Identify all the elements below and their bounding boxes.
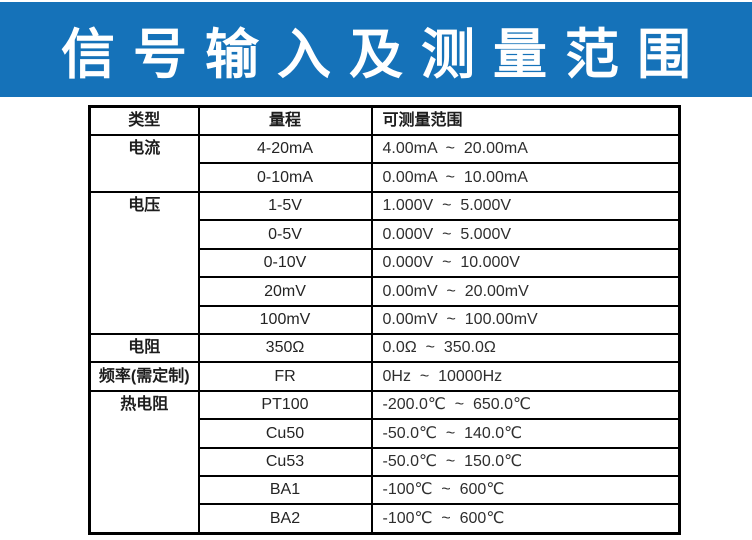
range-cell: 4-20mA	[197, 133, 373, 165]
signal-table-body: 电流 4-20mA 4.00mA ~ 20.00mA 0-10mA 0.00mA ~ 1…	[88, 133, 681, 535]
range-cell: 1-5V	[197, 190, 373, 222]
type-cell: 热电阻	[88, 389, 200, 535]
measurable-range-cell: -50.0℃ ~ 140.0℃	[370, 418, 681, 449]
range-cell: FR	[197, 361, 373, 392]
table-row: 电压 1-5V 1.000V ~ 5.000V	[88, 190, 681, 335]
measurable-range-cell: 0.000V ~ 10.000V	[370, 247, 681, 279]
range-cell: BA2	[197, 503, 373, 535]
measurable-range-cell: 0.00mV ~ 20.00mV	[370, 276, 681, 307]
table-row: Cu50 -50.0℃ ~ 140.0℃	[90, 418, 681, 449]
header-measurable-range: 可测量范围	[370, 105, 681, 136]
table-row: 0-5V 0.000V ~ 5.000V	[90, 219, 681, 250]
range-cell: Cu50	[197, 418, 373, 449]
range-cell: PT100	[197, 389, 373, 421]
table-row: BA1 -100℃ ~ 600℃	[90, 475, 681, 506]
table-row: BA2 -100℃ ~ 600℃	[90, 503, 681, 535]
measurable-range-cell: 0.0Ω ~ 350.0Ω	[370, 332, 681, 364]
table-row: 0-10mA 0.00mA ~ 10.00mA	[90, 162, 681, 193]
measurable-range-cell: -100℃ ~ 600℃	[370, 503, 681, 535]
type-cell: 频率(需定制)	[88, 361, 200, 392]
measurable-range-cell: 0.00mA ~ 10.00mA	[370, 162, 681, 193]
measurable-range-cell: 0.000V ~ 5.000V	[370, 219, 681, 250]
type-cell: 电阻	[88, 332, 200, 364]
range-cell: 350Ω	[197, 332, 373, 364]
table-row: 频率(需定制) FR 0Hz ~ 10000Hz	[88, 361, 681, 392]
table-row: 100mV 0.00mV ~ 100.00mV	[90, 304, 681, 335]
table-row: 0-10V 0.000V ~ 10.000V	[90, 247, 681, 279]
table-header-row: 类型 量程 可测量范围	[88, 105, 681, 136]
signal-range-table: 类型 量程 可测量范围 电流 4-20mA 4.00mA ~ 20.00mA 0-10…	[88, 105, 681, 535]
range-cell: 0-10mA	[197, 162, 373, 193]
measurable-range-cell: -100℃ ~ 600℃	[370, 475, 681, 506]
range-cell: 100mV	[197, 304, 373, 335]
type-cell: 电压	[88, 190, 200, 335]
type-cell: 电流	[88, 134, 200, 193]
title-banner: 信号输入及测量范围	[0, 2, 752, 97]
table-row: 电阻 350Ω 0.0Ω ~ 350.0Ω	[88, 332, 681, 364]
measurable-range-cell: 0Hz ~ 10000Hz	[370, 361, 681, 392]
range-cell: 20mV	[197, 276, 373, 307]
header-range: 量程	[197, 105, 373, 136]
range-cell: 0-10V	[197, 247, 373, 279]
measurable-range-cell: -200.0℃ ~ 650.0℃	[370, 389, 681, 421]
header-type: 类型	[88, 105, 200, 136]
measurable-range-cell: 4.00mA ~ 20.00mA	[370, 133, 681, 165]
measurable-range-cell: -50.0℃ ~ 150.0℃	[370, 446, 681, 478]
measurable-range-cell: 1.000V ~ 5.000V	[370, 190, 681, 222]
measurable-range-cell: 0.00mV ~ 100.00mV	[370, 304, 681, 335]
table-row: 热电阻 PT100 -200.0℃ ~ 650.0℃	[88, 389, 681, 535]
table-row: 20mV 0.00mV ~ 20.00mV	[90, 276, 681, 307]
range-cell: 0-5V	[197, 219, 373, 250]
page-title: 信号输入及测量范围	[61, 25, 709, 85]
range-cell: Cu53	[197, 446, 373, 478]
range-cell: BA1	[197, 475, 373, 506]
table-row: 电流 4-20mA 4.00mA ~ 20.00mA	[88, 133, 681, 193]
table-row: Cu53 -50.0℃ ~ 150.0℃	[90, 446, 681, 478]
